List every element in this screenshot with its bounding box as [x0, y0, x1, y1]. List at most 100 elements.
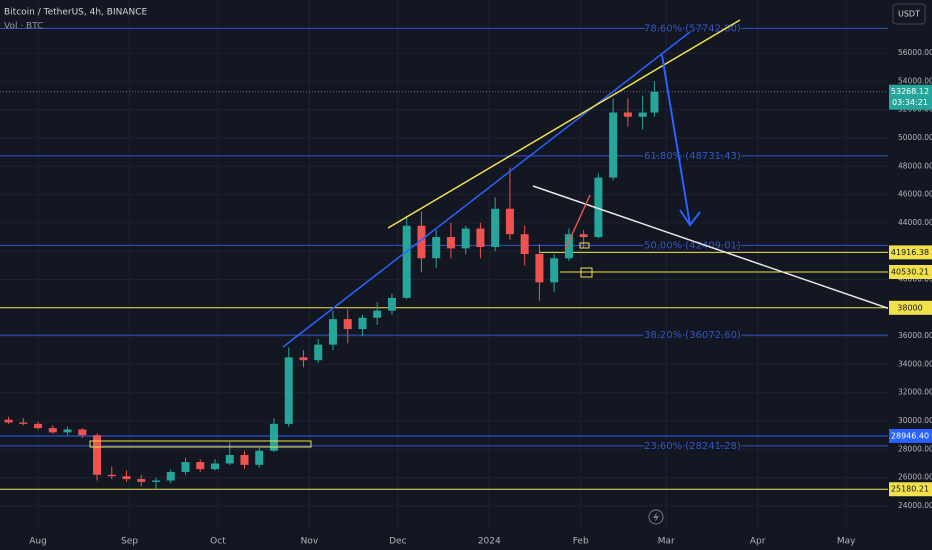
y-tick-label: 46000.00 [898, 190, 932, 199]
y-tick-label: 26000.00 [898, 473, 932, 482]
x-tick-label: 2024 [478, 537, 501, 547]
candle-body [19, 422, 28, 424]
x-tick-label: Apr [750, 537, 766, 547]
candle-body [269, 423, 278, 451]
x-tick-label: Dec [389, 537, 406, 547]
price-label-bg [889, 265, 932, 280]
y-tick-label: 40000.00 [898, 275, 932, 284]
candle-body [638, 112, 647, 117]
candle-body [328, 319, 337, 345]
y-tick-label: 44000.00 [898, 218, 932, 227]
currency: USDT [898, 10, 920, 19]
zone-box [579, 242, 590, 249]
candle-body [196, 462, 205, 470]
zone-box [580, 267, 593, 278]
candle-body [255, 450, 264, 465]
fib-label: 78.60% (57742.80) [644, 23, 741, 34]
candle-body [417, 225, 426, 259]
y-tick-label: 50000.00 [898, 133, 932, 142]
candle-body [152, 480, 161, 482]
trend-line [282, 31, 691, 348]
candle-body [594, 177, 603, 238]
time-axis [0, 530, 888, 550]
candle-body [358, 317, 367, 330]
fib-label: 61.80% (48731.43) [644, 151, 741, 162]
y-tick-label: 48000.00 [898, 161, 932, 170]
candles [4, 81, 659, 489]
price-label: 38000 [897, 303, 922, 312]
candle-body [491, 208, 500, 247]
candle-body [550, 258, 559, 283]
candle-body [78, 429, 87, 436]
y-tick-label: 32000.00 [898, 388, 932, 397]
chart-title: Bitcoin / TetherUS, 4h, BINANCE [4, 8, 148, 18]
candle-body [402, 225, 411, 298]
candle-body [48, 428, 57, 433]
y-tick-label: 36000.00 [898, 331, 932, 340]
candle-body [122, 476, 131, 480]
candle-body [34, 423, 43, 429]
fib-label: 50.00% (42409.01) [644, 240, 741, 251]
drawings [89, 19, 894, 525]
candle-body [299, 357, 308, 361]
y-tick-label: 56000.00 [898, 48, 932, 57]
axes: 24000.00 26000.00 28000.00 30000.00 32000.00… [29, 48, 932, 547]
candle-body [343, 319, 352, 330]
candle-body [446, 237, 455, 249]
trend-line [532, 185, 894, 311]
zone-box [89, 440, 312, 448]
alert-icon [653, 512, 659, 522]
candle-body [240, 454, 249, 465]
candle-body [107, 474, 116, 477]
candle-body [520, 234, 529, 255]
candle-body [579, 234, 588, 238]
candle-body [210, 463, 219, 470]
x-tick-label: Nov [301, 537, 319, 547]
price-label-bg [889, 482, 932, 497]
price-label: 40530.21 [891, 268, 929, 277]
candle-body [93, 435, 102, 475]
candle-body [432, 237, 441, 259]
x-tick-label: Mar [658, 537, 675, 547]
alert-icon[interactable] [648, 509, 664, 525]
candle-body [63, 429, 72, 433]
candle-body [314, 344, 323, 361]
candle-body [387, 297, 396, 311]
y-tick-label: 24000.00 [898, 501, 932, 510]
fib-label: 23.60% (28241.28) [644, 441, 741, 452]
fib-label: 38.20% (36072.60) [644, 330, 741, 341]
candle-body [225, 454, 234, 464]
candle-body [609, 112, 618, 178]
candle-body [284, 357, 293, 424]
x-tick-label: Oct [210, 537, 226, 547]
price-label-bg [889, 245, 932, 260]
trend-line [387, 19, 741, 229]
trend-line [565, 194, 591, 249]
currency-button[interactable] [892, 3, 926, 25]
price-label: 28946.40 [891, 431, 929, 440]
candle-body [181, 462, 190, 472]
candle-body [505, 208, 514, 235]
countdown-label: 03:34:21 [892, 98, 928, 107]
arrow [661, 54, 701, 227]
last-price-bg [889, 84, 932, 110]
y-tick-label: 54000.00 [898, 76, 932, 85]
volume-label: Vol · BTC [4, 22, 43, 32]
price-label: 25180.21 [891, 485, 929, 494]
y-tick-label: 34000.00 [898, 359, 932, 368]
x-tick-label: Feb [573, 537, 589, 547]
x-tick-label: May [837, 537, 856, 547]
price-label: 41916.38 [891, 248, 929, 257]
candle-body [4, 419, 13, 423]
last-price-label: 53268.12 [891, 87, 929, 96]
y-tick-label: 30000.00 [898, 416, 932, 425]
candle-body [476, 228, 485, 247]
price-label-bg [889, 428, 932, 443]
candle-body [535, 254, 544, 283]
candle-body [650, 91, 659, 113]
candle-body [564, 234, 573, 259]
candle-body [166, 471, 175, 481]
candle-body [373, 310, 382, 318]
candle-body [623, 112, 632, 117]
